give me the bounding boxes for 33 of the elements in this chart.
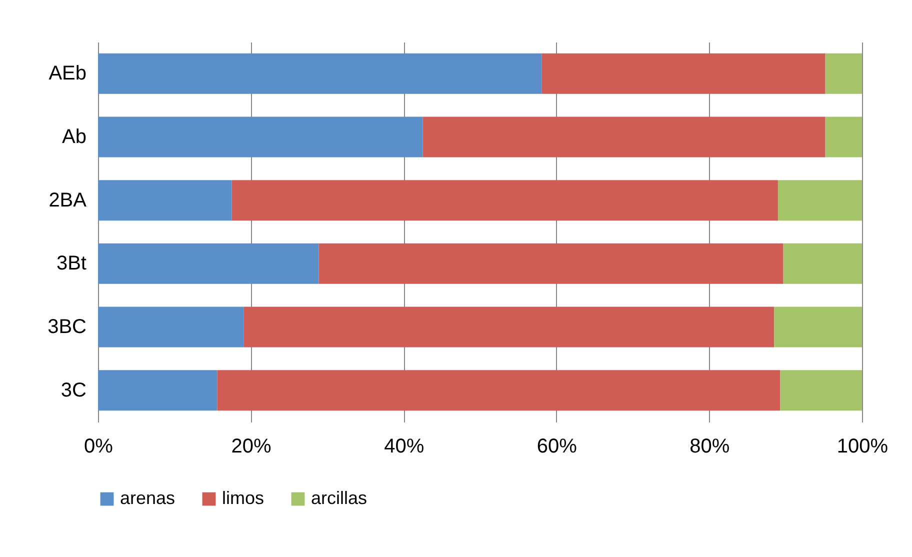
y-tick-label: 3BC <box>48 316 86 338</box>
x-tick-label: 20% <box>231 436 272 458</box>
legend-label: arenas <box>120 488 176 508</box>
x-tick-label: 100% <box>836 436 888 458</box>
bar <box>98 306 244 348</box>
bar <box>780 370 862 411</box>
bar <box>778 180 862 221</box>
x-tick-label: 60% <box>536 436 578 458</box>
bar <box>825 116 862 158</box>
bar <box>318 243 784 284</box>
bar <box>98 53 542 94</box>
bar <box>422 116 826 158</box>
bar <box>217 370 780 411</box>
bar <box>98 180 232 221</box>
y-tick-label: 3C <box>60 379 86 402</box>
x-tick-label: 40% <box>384 436 424 458</box>
bar <box>98 370 218 411</box>
y-tick-label: 2BA <box>48 189 88 212</box>
bar <box>232 180 778 221</box>
bar <box>825 53 862 94</box>
bar <box>783 243 862 284</box>
bar <box>244 306 774 348</box>
bar <box>98 116 423 158</box>
bar <box>542 53 826 94</box>
y-tick-label: AEb <box>48 62 86 85</box>
legend-label: limos <box>222 488 264 508</box>
bar <box>774 306 862 348</box>
y-tick-label: 3Bt <box>56 252 87 275</box>
legend-label: arcillas <box>311 488 368 508</box>
y-tick-label: Ab <box>62 126 86 148</box>
x-tick-label: 80% <box>690 436 730 458</box>
x-tick-label: 0% <box>84 436 114 458</box>
bar <box>98 243 319 284</box>
